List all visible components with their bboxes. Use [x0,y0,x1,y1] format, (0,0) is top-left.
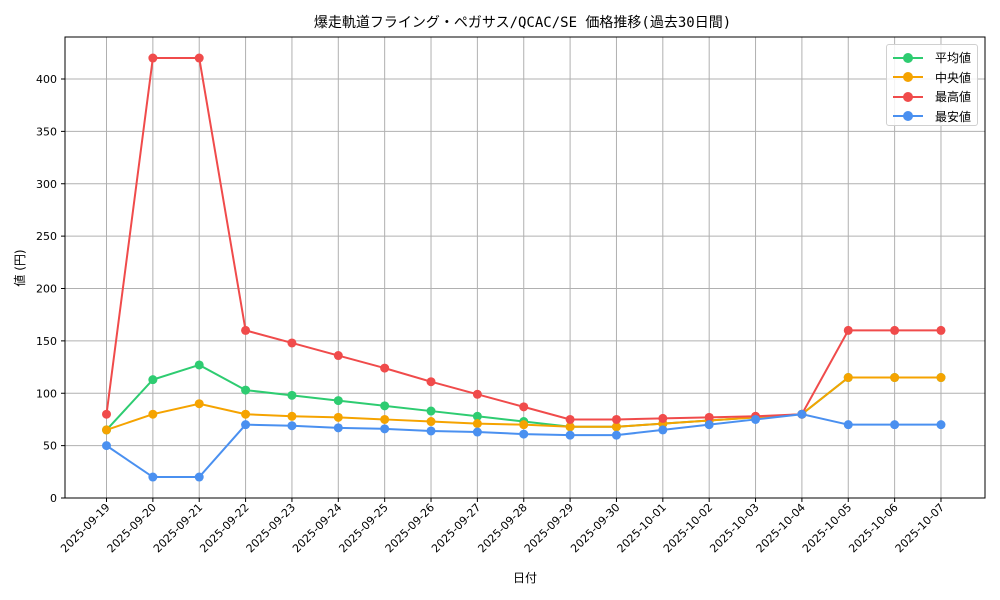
data-point [333,396,343,406]
legend-label: 平均値 [935,51,972,66]
data-point [565,414,575,424]
x-axis-label: 日付 [513,571,537,585]
data-point [751,414,761,424]
y-tick-label: 350 [36,125,57,138]
data-point [241,420,251,430]
data-point [658,413,668,423]
legend-marker-icon [893,110,923,122]
data-point [890,420,900,430]
data-point [565,430,575,440]
data-point [102,409,111,419]
legend-marker-icon [893,52,923,64]
data-point [519,402,529,412]
legend-label: 中央値 [935,70,972,85]
data-point [380,424,390,434]
data-point [843,420,853,430]
data-point [658,425,668,435]
data-point [936,325,946,335]
data-point [426,426,436,436]
data-series [102,53,946,482]
data-point [843,373,853,383]
legend-marker-icon [893,71,923,83]
y-tick-label: 400 [36,73,57,86]
legend-item: 中央値 [893,68,977,88]
data-point [241,325,251,335]
data-point [194,399,204,409]
data-point [287,421,297,431]
data-point [380,414,390,424]
data-point [704,412,714,422]
data-point [194,53,204,63]
y-tick-label: 50 [43,440,57,453]
data-point [519,420,529,430]
data-point [287,338,297,348]
legend-label: 最安値 [935,109,972,124]
legend-item: 最安値 [893,107,977,127]
y-axis-label: 値 (円) [12,249,27,286]
data-point [148,375,158,385]
data-point [519,429,529,439]
data-point [241,385,251,395]
data-point [380,363,390,373]
data-point [611,414,621,424]
y-tick-label: 300 [36,178,57,191]
data-point [611,422,621,432]
data-point [148,409,158,419]
data-point [380,401,390,411]
data-point [936,420,946,430]
data-point [194,472,204,482]
data-point [333,351,343,361]
data-point [611,430,621,440]
legend: 平均値中央値最高値最安値 [886,44,978,126]
x-tick-label: 2025-10-07 [893,501,947,555]
data-point [426,377,436,387]
data-point [704,420,714,430]
data-point [333,423,343,433]
legend-item: 最高値 [893,87,977,107]
y-axis-ticks: 0 50 100 150 200 250 300 350 400 [36,73,65,505]
y-tick-label: 150 [36,335,57,348]
data-point [472,419,482,429]
data-point [287,411,297,421]
data-point [797,409,807,419]
data-point [936,373,946,383]
plot-frame [64,36,986,499]
legend-item: 平均値 [893,48,977,68]
data-point [148,53,158,63]
data-point [843,325,853,335]
legend-label: 最高値 [935,90,972,105]
data-point [472,427,482,437]
y-tick-label: 0 [50,492,57,505]
data-point [426,417,436,427]
data-point [426,406,436,416]
data-point [333,412,343,422]
y-tick-label: 250 [36,230,57,243]
data-point [890,325,900,335]
data-point [565,422,575,432]
data-point [287,390,297,400]
series-line [102,409,946,482]
data-point [102,441,111,451]
data-point [241,409,251,419]
legend-marker-icon [893,91,923,103]
data-point [890,373,900,383]
data-point [472,411,482,421]
data-point [148,472,158,482]
y-tick-label: 100 [36,387,57,400]
data-point [472,389,482,399]
x-axis-ticks: 2025-09-192025-09-202025-09-212025-09-22… [58,498,947,555]
data-point [102,425,111,435]
y-tick-label: 200 [36,283,57,296]
data-point [194,360,204,370]
chart-title: 爆走軌道フライング・ペガサス/QCAC/SE 価格推移(過去30日間) [313,15,732,31]
